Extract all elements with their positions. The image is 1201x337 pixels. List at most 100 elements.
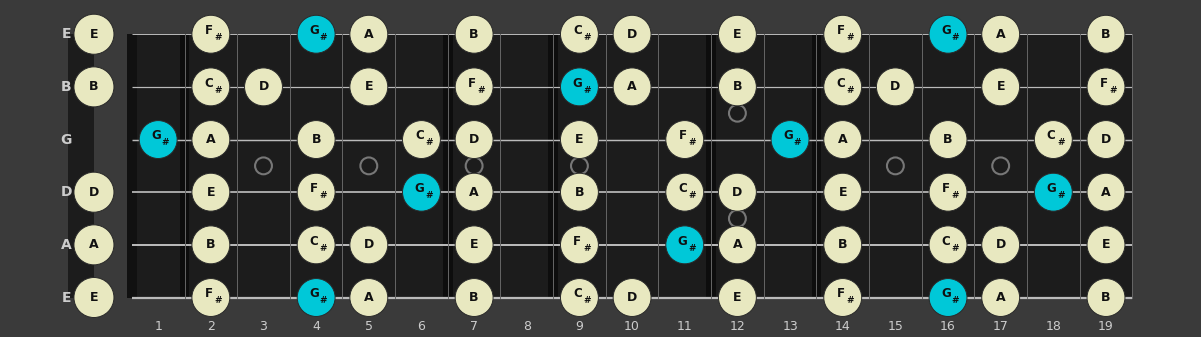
Text: #: # — [319, 191, 328, 200]
Circle shape — [561, 173, 598, 211]
Text: G: G — [60, 132, 72, 147]
Text: #: # — [582, 244, 591, 252]
Text: 9: 9 — [575, 320, 584, 333]
Text: F: F — [468, 77, 476, 90]
Text: 19: 19 — [1098, 320, 1113, 333]
Text: B: B — [733, 81, 742, 93]
Text: B: B — [470, 28, 479, 41]
Circle shape — [824, 68, 861, 106]
Text: G: G — [309, 24, 319, 37]
Circle shape — [718, 15, 757, 53]
Text: #: # — [215, 33, 222, 42]
Text: B: B — [470, 291, 479, 304]
Circle shape — [455, 121, 494, 158]
Text: G: G — [1046, 182, 1056, 195]
Circle shape — [192, 68, 229, 106]
Circle shape — [139, 121, 177, 158]
Circle shape — [349, 226, 388, 264]
Text: 17: 17 — [993, 320, 1009, 333]
Circle shape — [930, 173, 967, 211]
Text: A: A — [470, 186, 479, 199]
Circle shape — [297, 121, 335, 158]
Bar — [132, 34, 1133, 298]
Text: F: F — [204, 287, 213, 300]
Text: G: G — [573, 77, 582, 90]
Circle shape — [718, 68, 757, 106]
Circle shape — [665, 226, 704, 264]
Bar — [67, 34, 94, 298]
Text: #: # — [951, 296, 960, 305]
Text: 4: 4 — [312, 320, 321, 333]
Text: G: G — [677, 235, 687, 248]
Text: 5: 5 — [365, 320, 372, 333]
Text: C: C — [416, 129, 424, 142]
Circle shape — [192, 173, 229, 211]
Text: #: # — [951, 244, 960, 252]
Text: E: E — [575, 133, 584, 146]
Circle shape — [561, 15, 598, 53]
Circle shape — [930, 279, 967, 316]
Text: C: C — [679, 182, 687, 195]
Circle shape — [297, 226, 335, 264]
Text: D: D — [470, 133, 479, 146]
Circle shape — [455, 279, 494, 316]
Circle shape — [192, 226, 229, 264]
Text: #: # — [847, 86, 854, 95]
Text: B: B — [575, 186, 584, 199]
Text: E: E — [997, 81, 1005, 93]
Text: G: G — [783, 129, 793, 142]
Text: E: E — [838, 186, 847, 199]
Text: 11: 11 — [677, 320, 693, 333]
Text: D: D — [258, 81, 269, 93]
Circle shape — [718, 173, 757, 211]
Text: F: F — [837, 287, 844, 300]
Circle shape — [74, 225, 114, 265]
Text: A: A — [996, 28, 1005, 41]
Text: #: # — [1057, 191, 1064, 200]
Text: D: D — [364, 238, 374, 251]
Text: #: # — [425, 138, 432, 147]
Text: A: A — [364, 291, 374, 304]
Text: 18: 18 — [1045, 320, 1062, 333]
Circle shape — [192, 15, 229, 53]
Circle shape — [930, 226, 967, 264]
Circle shape — [455, 15, 494, 53]
Circle shape — [718, 279, 757, 316]
Bar — [443, 34, 453, 298]
Text: D: D — [996, 238, 1005, 251]
Text: B: B — [61, 80, 71, 94]
Circle shape — [561, 226, 598, 264]
FancyBboxPatch shape — [55, 3, 1146, 334]
Text: #: # — [319, 244, 328, 252]
Circle shape — [1087, 279, 1125, 316]
Circle shape — [297, 173, 335, 211]
Text: #: # — [951, 33, 960, 42]
Text: 14: 14 — [835, 320, 850, 333]
Circle shape — [1087, 68, 1125, 106]
Circle shape — [981, 226, 1020, 264]
Circle shape — [877, 68, 914, 106]
Circle shape — [771, 121, 809, 158]
Text: #: # — [215, 86, 222, 95]
Text: G: G — [151, 129, 161, 142]
Text: #: # — [425, 191, 432, 200]
Text: #: # — [951, 191, 960, 200]
Bar — [549, 34, 557, 298]
Text: G: G — [414, 182, 424, 195]
Text: D: D — [1101, 133, 1111, 146]
Circle shape — [1034, 121, 1072, 158]
Text: E: E — [61, 27, 71, 41]
Text: #: # — [847, 33, 854, 42]
Bar — [180, 34, 190, 298]
Text: E: E — [733, 28, 742, 41]
Text: C: C — [573, 287, 581, 300]
Text: F: F — [204, 24, 213, 37]
Circle shape — [1087, 121, 1125, 158]
Circle shape — [74, 14, 114, 54]
Circle shape — [402, 121, 441, 158]
Circle shape — [665, 173, 704, 211]
Circle shape — [718, 226, 757, 264]
Text: #: # — [162, 138, 169, 147]
Text: D: D — [890, 81, 901, 93]
Text: F: F — [1100, 77, 1107, 90]
